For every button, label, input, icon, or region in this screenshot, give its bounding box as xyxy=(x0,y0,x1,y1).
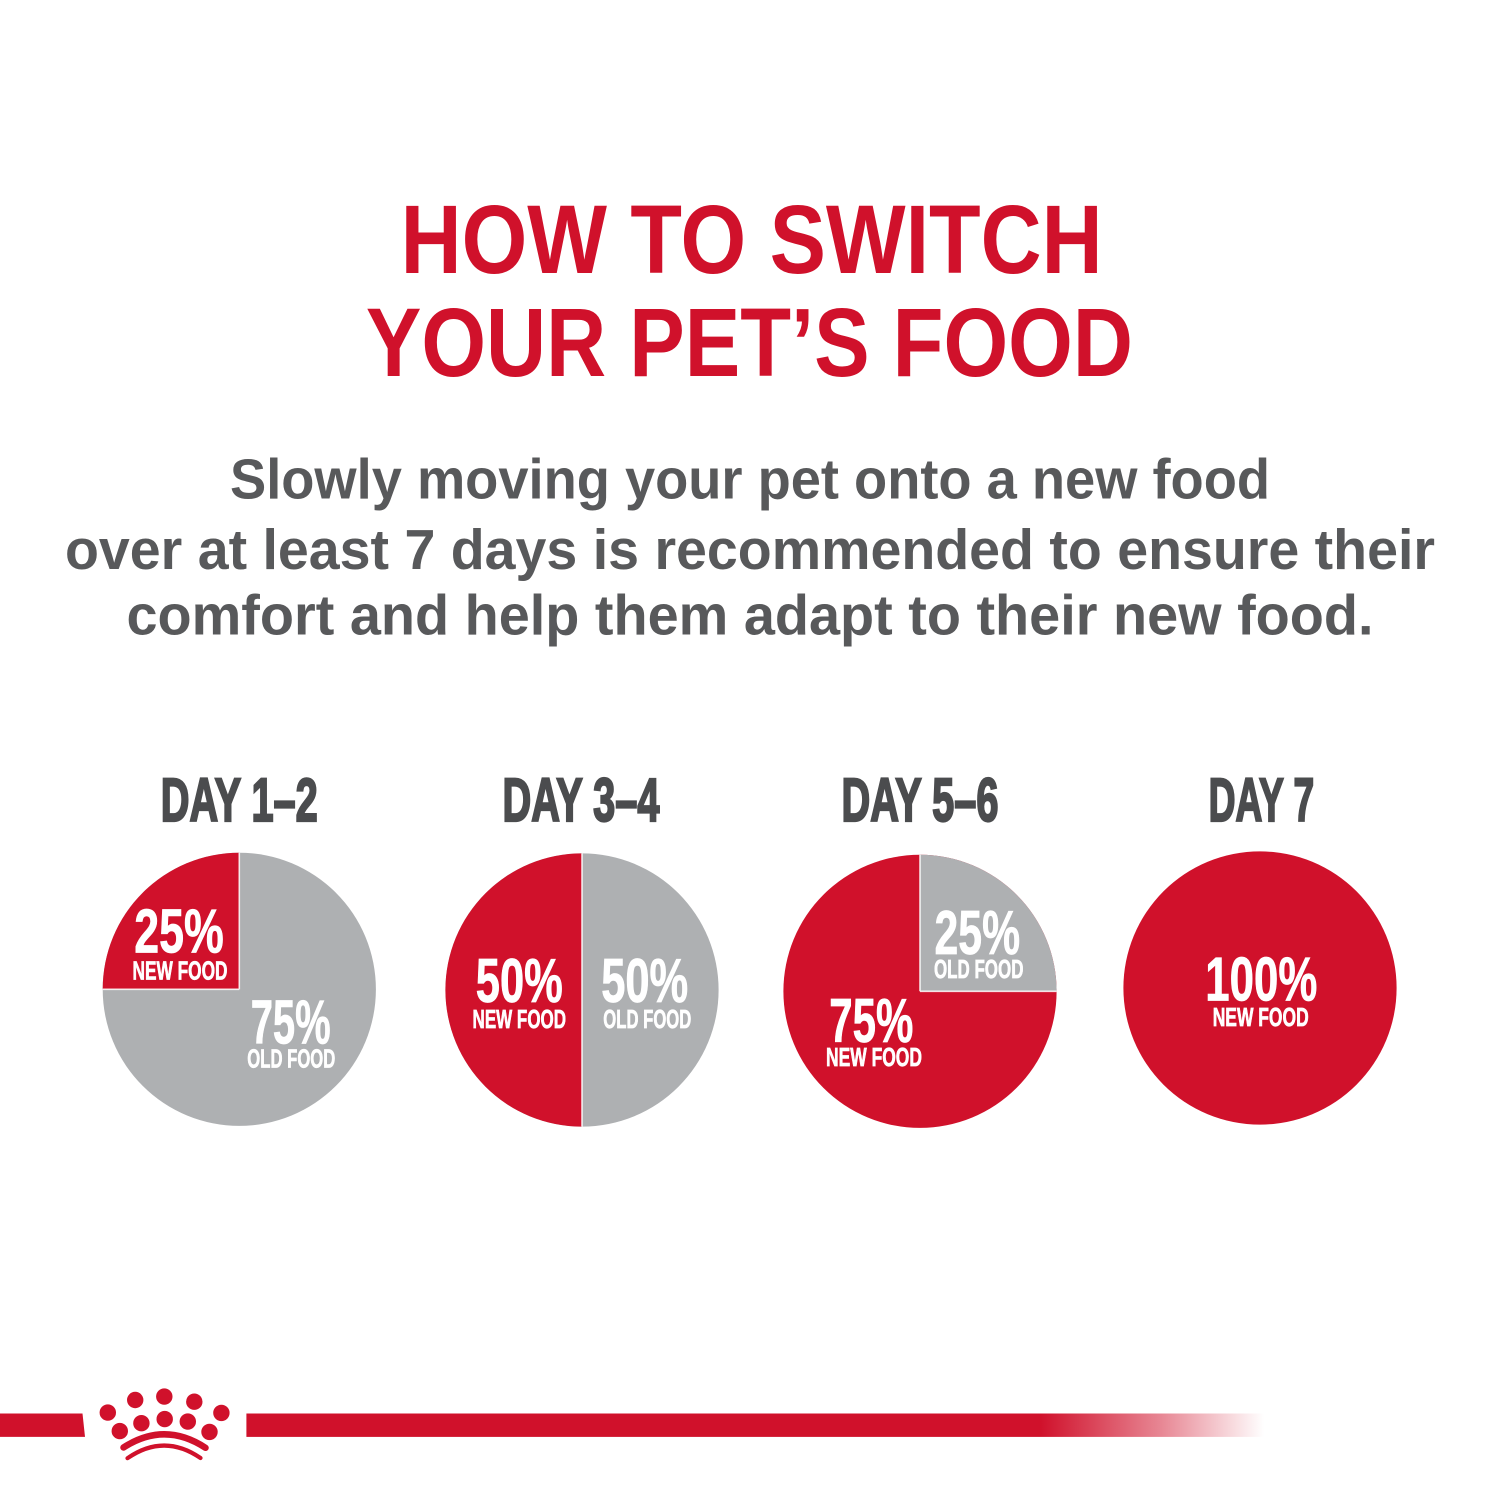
svg-text:YOUR PET’S FOOD: YOUR PET’S FOOD xyxy=(366,288,1133,397)
svg-text:DAY 5–6: DAY 5–6 xyxy=(842,766,999,834)
svg-text:DAY 1–2: DAY 1–2 xyxy=(161,766,318,834)
svg-text:75%: 75% xyxy=(829,987,913,1056)
svg-text:NEW FOOD: NEW FOOD xyxy=(1213,1004,1309,1032)
svg-text:comfort and help them adapt to: comfort and help them adapt to their new… xyxy=(127,583,1374,647)
svg-text:25%: 25% xyxy=(134,898,224,967)
svg-text:HOW TO SWITCH: HOW TO SWITCH xyxy=(401,185,1103,294)
svg-text:NEW FOOD: NEW FOOD xyxy=(133,957,228,985)
svg-text:over at least 7 days is recomm: over at least 7 days is recommended to e… xyxy=(65,518,1435,582)
svg-text:Slowly moving your pet onto a: Slowly moving your pet onto a new food xyxy=(230,448,1270,512)
svg-text:75%: 75% xyxy=(251,988,331,1057)
svg-text:DAY 7: DAY 7 xyxy=(1209,766,1315,834)
svg-text:100%: 100% xyxy=(1205,946,1317,1015)
svg-text:OLD FOOD: OLD FOOD xyxy=(934,956,1024,984)
svg-text:50%: 50% xyxy=(601,947,688,1016)
svg-text:50%: 50% xyxy=(476,947,563,1016)
svg-text:25%: 25% xyxy=(935,899,1021,968)
svg-text:NEW FOOD: NEW FOOD xyxy=(473,1006,567,1034)
svg-text:OLD FOOD: OLD FOOD xyxy=(247,1045,335,1073)
svg-text:DAY 3–4: DAY 3–4 xyxy=(503,766,660,834)
svg-text:NEW FOOD: NEW FOOD xyxy=(826,1044,922,1072)
svg-text:OLD FOOD: OLD FOOD xyxy=(603,1006,691,1034)
